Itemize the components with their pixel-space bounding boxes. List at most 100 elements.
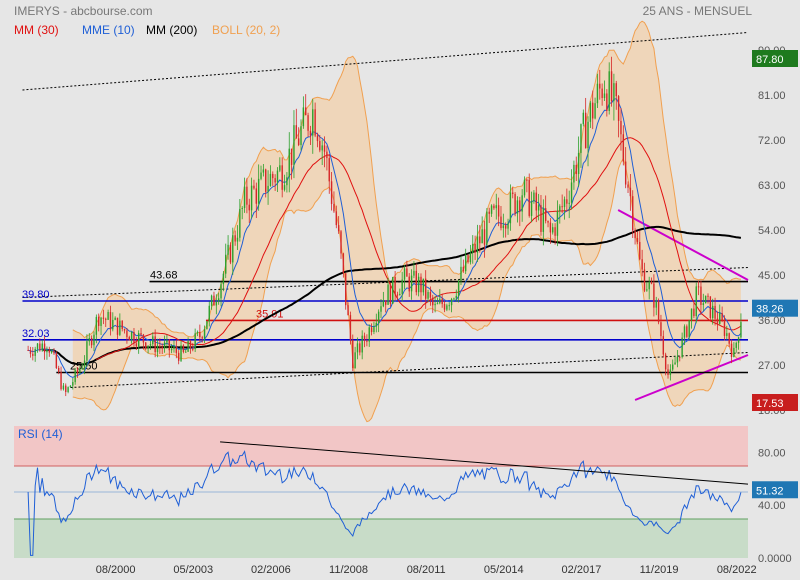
candle-body bbox=[721, 313, 723, 321]
middle-channel-line bbox=[22, 267, 749, 298]
candle-body bbox=[217, 298, 220, 302]
candle-body bbox=[728, 333, 730, 344]
candle-body bbox=[643, 269, 646, 291]
candle-body bbox=[504, 225, 507, 229]
candle-body bbox=[149, 344, 152, 346]
candle-body bbox=[288, 148, 290, 178]
candle-body bbox=[568, 202, 570, 204]
candle-body bbox=[114, 317, 116, 320]
candle-body bbox=[274, 178, 276, 183]
candle-body bbox=[81, 367, 83, 370]
candle-body bbox=[203, 329, 206, 339]
candle-body bbox=[702, 303, 705, 305]
candle-body bbox=[657, 300, 660, 323]
candle-body bbox=[594, 103, 596, 119]
rsi-panel: RSI (14) 80.00 40.00 0.0000 51.32 bbox=[14, 426, 798, 565]
candle-body bbox=[690, 308, 693, 321]
candle-body bbox=[582, 112, 585, 125]
candle-body bbox=[712, 305, 714, 319]
candle-body bbox=[610, 71, 613, 102]
candle-body bbox=[424, 278, 427, 299]
candle-body bbox=[549, 222, 552, 233]
candle-body bbox=[269, 173, 272, 186]
candle-body bbox=[293, 125, 295, 165]
candle-body bbox=[126, 330, 128, 338]
candle-body bbox=[255, 188, 258, 204]
candle-body bbox=[170, 348, 173, 351]
candle-body bbox=[537, 205, 540, 211]
candle-body bbox=[67, 387, 69, 393]
candle-body bbox=[399, 293, 401, 296]
y-tick-label: 72.00 bbox=[758, 135, 786, 147]
last-price-badge-bg bbox=[752, 299, 798, 317]
candle-body bbox=[577, 152, 580, 175]
candle-body bbox=[116, 317, 119, 335]
candle-body bbox=[674, 362, 676, 365]
candle-body bbox=[363, 335, 366, 341]
candle-body bbox=[352, 340, 354, 369]
candle-body bbox=[570, 182, 573, 203]
rsi-oversold-zone bbox=[14, 519, 748, 558]
level-label: 39.80 bbox=[22, 289, 50, 301]
candle-body bbox=[563, 199, 566, 208]
candle-body bbox=[163, 342, 166, 349]
candle-body bbox=[100, 317, 102, 326]
rsi-tick-label: 40.00 bbox=[758, 500, 786, 512]
candle-body bbox=[173, 346, 175, 349]
candle-body bbox=[93, 334, 95, 346]
candle-body bbox=[319, 141, 321, 151]
level-label: 43.68 bbox=[150, 270, 178, 282]
candle-body bbox=[556, 211, 559, 236]
candle-body bbox=[168, 339, 170, 351]
rsi-line bbox=[27, 450, 742, 556]
candle-body bbox=[121, 320, 123, 330]
candle-body bbox=[417, 276, 420, 293]
candle-body bbox=[72, 382, 74, 386]
candle-body bbox=[354, 352, 356, 369]
candle-body bbox=[439, 298, 441, 304]
x-tick-label: 11/2019 bbox=[640, 564, 679, 576]
candle-body bbox=[450, 298, 453, 306]
candle-body bbox=[345, 273, 347, 306]
candle-body bbox=[206, 321, 208, 330]
candle-body bbox=[580, 124, 582, 153]
candle-body bbox=[488, 211, 490, 214]
candle-body bbox=[509, 192, 512, 224]
candle-body bbox=[201, 337, 203, 339]
candle-body bbox=[128, 337, 130, 341]
candle-body bbox=[479, 236, 481, 244]
candle-body bbox=[373, 326, 375, 332]
candle-body bbox=[159, 345, 161, 348]
candle-body bbox=[349, 315, 352, 341]
candle-body bbox=[152, 336, 154, 345]
candle-body bbox=[427, 292, 429, 299]
candle-body bbox=[175, 346, 178, 353]
candle-body bbox=[603, 93, 606, 98]
candle-body bbox=[403, 268, 406, 280]
candle-body bbox=[83, 360, 86, 368]
legend-boll: BOLL (20, 2) bbox=[212, 23, 280, 37]
x-tick-label: 11/2008 bbox=[329, 564, 368, 576]
candle-body bbox=[547, 220, 549, 223]
legend-mme10: MME (10) bbox=[82, 23, 135, 37]
candle-body bbox=[185, 351, 187, 353]
candle-body bbox=[584, 112, 587, 149]
candle-body bbox=[189, 341, 192, 349]
candle-body bbox=[575, 164, 577, 175]
candle-body bbox=[377, 311, 380, 323]
candle-body bbox=[507, 223, 509, 229]
last-price-badge: 38.26 bbox=[756, 304, 784, 316]
candle-body bbox=[735, 342, 737, 348]
candle-body bbox=[309, 130, 312, 136]
candle-body bbox=[225, 254, 227, 274]
candle-body bbox=[312, 109, 314, 136]
candle-body bbox=[41, 343, 43, 351]
bollinger-band-fill bbox=[72, 21, 741, 422]
candle-body bbox=[502, 225, 505, 229]
candle-body bbox=[552, 227, 554, 233]
candle-body bbox=[57, 368, 60, 372]
candle-body bbox=[686, 326, 688, 337]
candle-body bbox=[283, 185, 286, 190]
candle-body bbox=[29, 350, 32, 354]
min-price-badge-bg bbox=[752, 394, 798, 411]
